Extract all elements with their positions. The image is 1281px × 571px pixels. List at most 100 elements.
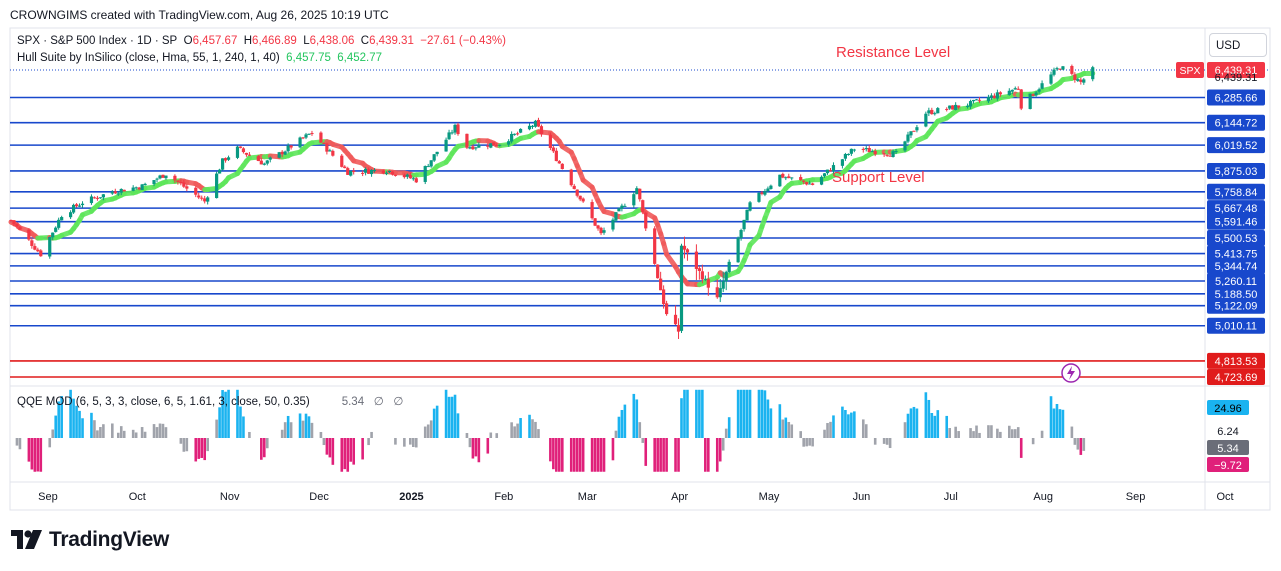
- candle-body: [685, 249, 690, 253]
- qqe-bar: [206, 438, 209, 452]
- time-axis-label: Dec: [309, 491, 329, 503]
- qqe-scale-label-bg: [1207, 457, 1249, 472]
- candle-body: [635, 188, 639, 195]
- qqe-bar: [1070, 426, 1074, 438]
- qqe-bar: [760, 389, 764, 438]
- candle-body: [727, 261, 731, 272]
- qqe-bar: [450, 396, 454, 438]
- candle-body: [322, 142, 326, 144]
- high-value: 6,466.89: [252, 35, 297, 47]
- qqe-bar: [54, 415, 57, 438]
- candle-body: [27, 230, 31, 240]
- qqe-bar: [179, 438, 183, 444]
- candle-body: [742, 219, 746, 230]
- symbol-tag: SPX: [1179, 65, 1200, 77]
- candle-body: [98, 197, 102, 199]
- candle-body: [15, 224, 19, 227]
- currency-selector[interactable]: USD: [1209, 33, 1267, 57]
- candle-body: [92, 197, 97, 199]
- qqe-bar: [531, 419, 534, 438]
- price-level-label: 5,010.11: [1215, 321, 1257, 333]
- chart-frame: [9, 27, 1271, 511]
- qqe-bar: [221, 390, 224, 438]
- candle-body: [161, 174, 165, 178]
- candle-body: [569, 169, 573, 186]
- qqe-bar: [1073, 438, 1077, 445]
- support-level-label-bg: [1207, 352, 1265, 369]
- price-level-label-bg: [1207, 137, 1265, 154]
- candle-body: [137, 187, 141, 190]
- qqe-bar: [263, 438, 266, 458]
- qqe-bar: [799, 431, 802, 438]
- candle-body: [203, 198, 207, 202]
- hull-value-1: 6,457.75: [286, 52, 331, 64]
- qqe-bar: [873, 438, 877, 445]
- qqe-bar: [119, 426, 123, 438]
- candle-body: [653, 228, 657, 264]
- hull-legend[interactable]: Hull Suite by InSilico (close, Hma, 55, …: [17, 52, 382, 64]
- candle-body: [846, 153, 850, 155]
- symbol-legend[interactable]: SPX · S&P 500 Index · 1D · SP O6,457.67 …: [17, 35, 506, 47]
- candle-body: [739, 230, 743, 238]
- price-level-label-bg: [1207, 229, 1265, 246]
- qqe-bar: [972, 431, 975, 438]
- candle-body: [510, 133, 514, 142]
- qqe-bar: [987, 425, 990, 438]
- qqe-bar: [736, 389, 740, 438]
- candle-body: [760, 192, 764, 194]
- candle-body: [888, 155, 892, 157]
- tradingview-logo[interactable]: TradingView: [11, 528, 169, 552]
- candle-body: [516, 133, 520, 135]
- qqe-bar: [808, 438, 811, 446]
- candle-body: [986, 97, 991, 102]
- qqe-bar: [465, 432, 469, 438]
- candle-body: [736, 237, 740, 263]
- candle-body: [715, 287, 719, 298]
- time-axis-label: 2025: [399, 491, 423, 503]
- hull-down-segment: [664, 251, 679, 270]
- qqe-bar: [707, 438, 710, 472]
- candle-body: [536, 119, 541, 127]
- qqe-bar: [805, 438, 808, 447]
- candle-body: [659, 278, 663, 291]
- candle-body: [364, 168, 368, 173]
- candle-body: [933, 113, 937, 115]
- qqe-bar: [200, 438, 204, 458]
- candle-body: [456, 124, 460, 135]
- candle-body: [554, 150, 558, 162]
- candle-body: [885, 154, 889, 156]
- qqe-legend[interactable]: QQE MOD (6, 5, 3, 3, close, 6, 5, 1.61, …: [17, 394, 403, 408]
- qqe-scale-label: −9.72: [1214, 460, 1242, 472]
- candle-body: [769, 185, 773, 189]
- candle-body: [682, 245, 687, 250]
- qqe-bar: [769, 408, 773, 438]
- qqe-bar: [778, 404, 782, 438]
- qqe-bar: [96, 430, 99, 438]
- qqe-bar: [423, 426, 427, 438]
- qqe-bar: [510, 422, 513, 438]
- candle-body: [18, 227, 22, 230]
- price-level-label: 5,875.03: [1215, 166, 1258, 178]
- chart-header: CROWNGIMS created with TradingView.com, …: [10, 8, 389, 22]
- candle-body: [724, 271, 728, 282]
- qqe-bar: [140, 427, 144, 438]
- candle-body: [429, 160, 433, 167]
- qqe-bar: [844, 410, 847, 438]
- candle-body: [60, 217, 64, 221]
- candle-body: [69, 212, 73, 218]
- low-value: 6,438.06: [309, 35, 355, 47]
- qqe-bar: [1049, 396, 1053, 438]
- candle-body: [51, 232, 55, 238]
- candle-body: [763, 191, 767, 195]
- candle-body: [435, 151, 439, 155]
- time-axis-label: May: [759, 491, 780, 503]
- candle-body: [599, 227, 603, 234]
- candle-body: [968, 101, 973, 107]
- qqe-bar: [111, 423, 114, 438]
- candle-body: [152, 180, 156, 185]
- open-value: 6,457.67: [192, 35, 238, 47]
- price-level-label: 5,344.74: [1215, 261, 1258, 273]
- candle-body: [1052, 69, 1056, 75]
- candle-body: [1049, 74, 1053, 84]
- candle-body: [384, 172, 389, 174]
